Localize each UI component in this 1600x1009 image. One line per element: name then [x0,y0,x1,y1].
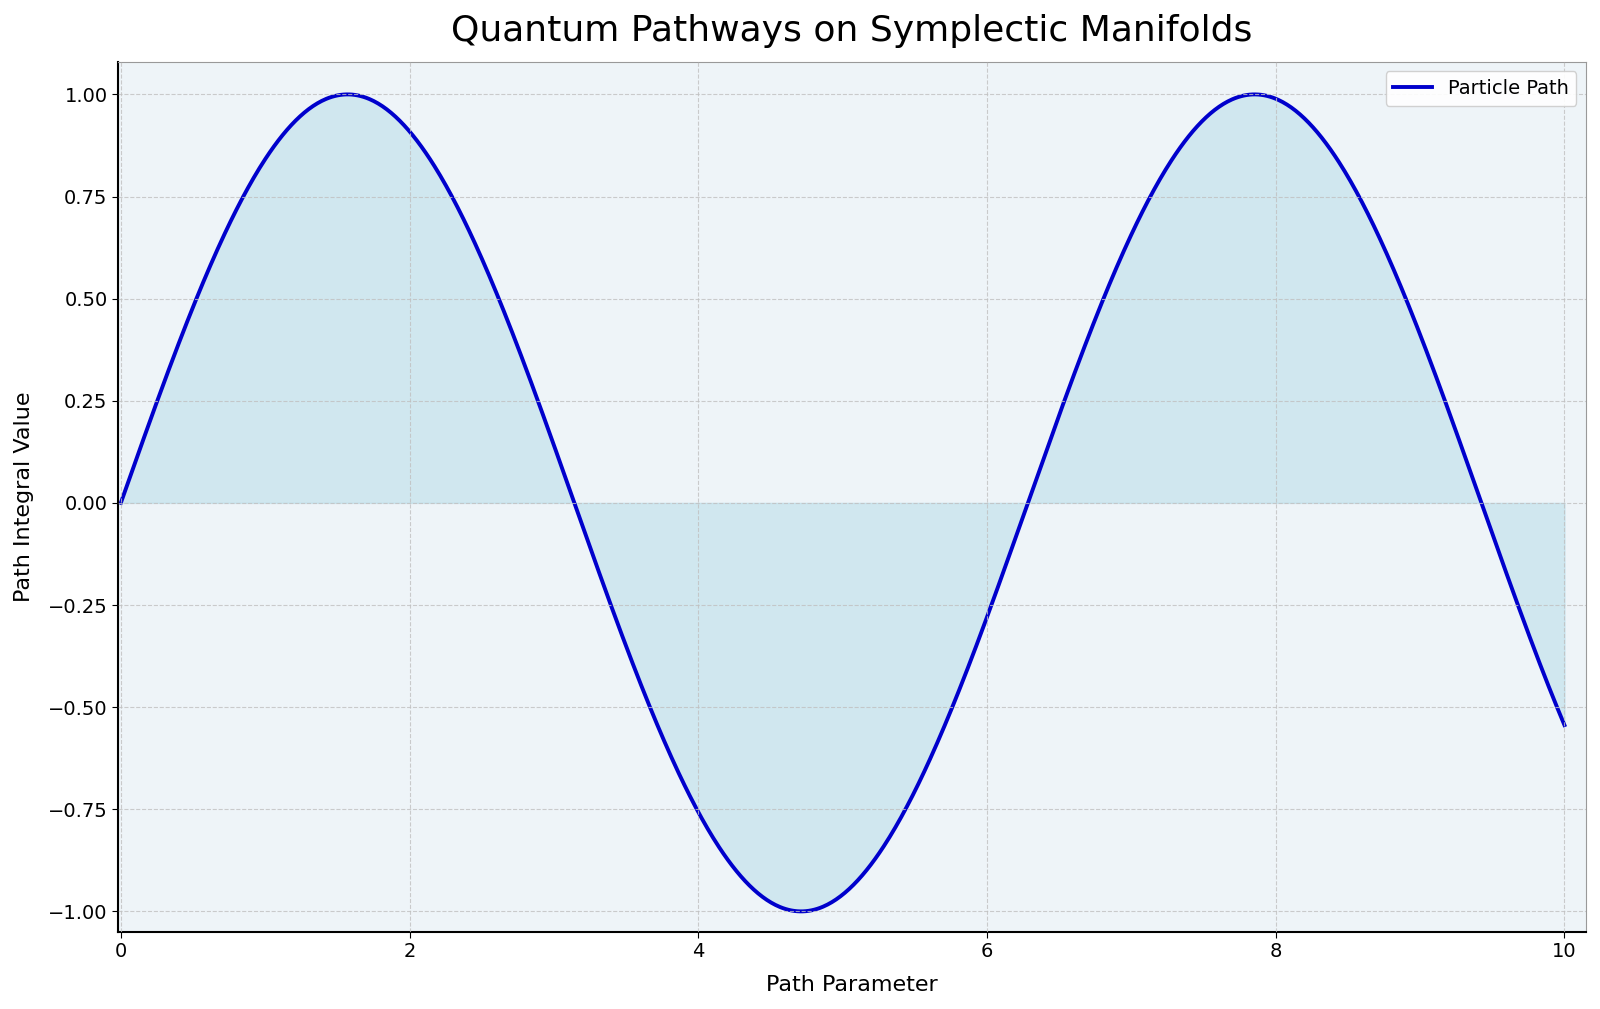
Particle Path [1555,719,1574,732]
Particle Path [1266,93,1285,105]
Legend: Particle Path: Particle Path [1386,72,1576,106]
X-axis label: Path Parameter: Path Parameter [766,975,938,995]
Particle Path [112,496,131,509]
Y-axis label: Path Integral Value: Path Integral Value [14,391,34,602]
Particle Path [259,148,278,160]
Line: Particle Path: Particle Path [122,95,1565,911]
Particle Path [749,887,768,899]
Particle Path [792,905,811,917]
Title: Quantum Pathways on Symplectic Manifolds: Quantum Pathways on Symplectic Manifolds [451,14,1253,47]
Particle Path [696,820,715,832]
Particle Path [1240,89,1259,101]
Particle Path [338,89,357,101]
Particle Path [1106,265,1125,277]
